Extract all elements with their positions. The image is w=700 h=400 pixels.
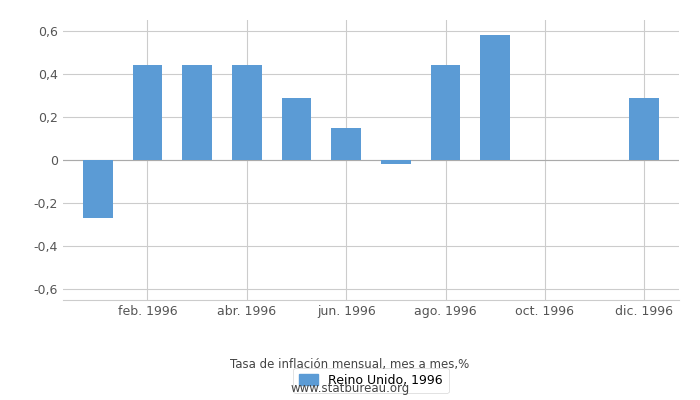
Bar bbox=[132, 65, 162, 160]
Bar bbox=[480, 35, 510, 160]
Bar bbox=[83, 160, 113, 218]
Bar bbox=[331, 128, 361, 160]
Bar bbox=[182, 65, 212, 160]
Bar bbox=[430, 65, 461, 160]
Bar bbox=[629, 98, 659, 160]
Legend: Reino Unido, 1996: Reino Unido, 1996 bbox=[293, 368, 449, 393]
Bar bbox=[232, 65, 262, 160]
Text: Tasa de inflación mensual, mes a mes,%: Tasa de inflación mensual, mes a mes,% bbox=[230, 358, 470, 371]
Text: www.statbureau.org: www.statbureau.org bbox=[290, 382, 410, 395]
Bar bbox=[281, 98, 312, 160]
Bar bbox=[381, 160, 411, 164]
